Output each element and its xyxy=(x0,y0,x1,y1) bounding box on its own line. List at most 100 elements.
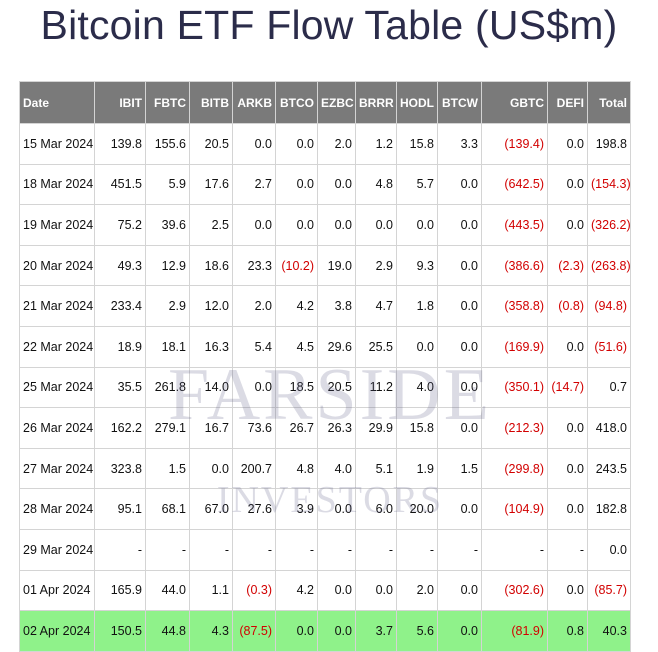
cell-arkb: 0.0 xyxy=(232,366,276,409)
cell-defi: 0.0 xyxy=(547,123,588,165)
column-header-date[interactable]: Date xyxy=(19,81,95,124)
cell-bitb: 16.3 xyxy=(189,325,233,368)
column-header-btcw[interactable]: BTCW xyxy=(437,81,482,124)
cell-brrr: 6.0 xyxy=(355,488,397,530)
column-header-arkb[interactable]: ARKB xyxy=(232,81,276,124)
cell-brrr: 4.8 xyxy=(355,163,397,206)
cell-gbtc: (443.5) xyxy=(481,204,548,246)
cell-fbtc: 12.9 xyxy=(145,244,190,287)
cell-hodl: 15.8 xyxy=(396,407,438,449)
cell-bitb: 20.5 xyxy=(189,123,233,165)
column-header-fbtc[interactable]: FBTC xyxy=(145,81,190,124)
cell-date: 19 Mar 2024 xyxy=(19,204,95,246)
cell-btcw: 0.0 xyxy=(437,407,482,449)
cell-arkb: 200.7 xyxy=(232,447,276,490)
cell-gbtc: (212.3) xyxy=(481,407,548,449)
cell-btcw: - xyxy=(437,528,482,571)
cell-btcw: 0.0 xyxy=(437,488,482,530)
cell-btco: 4.5 xyxy=(275,325,318,368)
cell-btco: - xyxy=(275,528,318,571)
cell-bitb: 1.1 xyxy=(189,569,233,612)
cell-btcw: 0.0 xyxy=(437,569,482,612)
cell-date: 21 Mar 2024 xyxy=(19,285,95,327)
table-row: 18 Mar 2024 451.5 5.9 17.6 2.7 0.0 0.0 4.8 5.7 0.… xyxy=(19,163,631,206)
cell-ezbc: 0.0 xyxy=(317,569,356,612)
table-row: 21 Mar 2024 233.4 2.9 12.0 2.0 4.2 3.8 4.7 1.8 0.… xyxy=(19,285,631,327)
cell-ibit: 165.9 xyxy=(94,569,146,612)
cell-total: (154.3) xyxy=(587,163,631,206)
cell-btcw: 0.0 xyxy=(437,163,482,206)
cell-brrr: 2.9 xyxy=(355,244,397,287)
table-row: 15 Mar 2024 139.8 155.6 20.5 0.0 0.0 2.0 1.2 15.… xyxy=(19,123,631,165)
cell-arkb: (0.3) xyxy=(232,569,276,612)
cell-ezbc: 0.0 xyxy=(317,488,356,530)
cell-fbtc: 18.1 xyxy=(145,325,190,368)
cell-date: 26 Mar 2024 xyxy=(19,407,95,449)
cell-fbtc: 68.1 xyxy=(145,488,190,530)
cell-defi: 0.0 xyxy=(547,325,588,368)
cell-ezbc: 19.0 xyxy=(317,244,356,287)
column-header-ezbc[interactable]: EZBC xyxy=(317,81,356,124)
column-header-defi[interactable]: DEFI xyxy=(547,81,588,124)
cell-brrr: 3.7 xyxy=(355,610,397,652)
cell-total: (326.2) xyxy=(587,204,631,246)
cell-arkb: 2.7 xyxy=(232,163,276,206)
table-row: 22 Mar 2024 18.9 18.1 16.3 5.4 4.5 29.6 25.5 0.0… xyxy=(19,325,631,368)
cell-fbtc: 39.6 xyxy=(145,204,190,246)
cell-bitb: 0.0 xyxy=(189,447,233,490)
cell-ezbc: 2.0 xyxy=(317,123,356,165)
column-header-ibit[interactable]: IBIT xyxy=(94,81,146,124)
cell-btco: 26.7 xyxy=(275,407,318,449)
cell-btco: 0.0 xyxy=(275,163,318,206)
cell-arkb: 27.6 xyxy=(232,488,276,530)
column-header-hodl[interactable]: HODL xyxy=(396,81,438,124)
cell-hodl: 1.9 xyxy=(396,447,438,490)
table-row: 02 Apr 2024 150.5 44.8 4.3 (87.5) 0.0 0.0 3.7 5.… xyxy=(19,610,631,652)
cell-gbtc: (386.6) xyxy=(481,244,548,287)
cell-brrr: 29.9 xyxy=(355,407,397,449)
column-header-bitb[interactable]: BITB xyxy=(189,81,233,124)
cell-total: 0.7 xyxy=(587,366,631,409)
table-row: 25 Mar 2024 35.5 261.8 14.0 0.0 18.5 20.5 11.2 4… xyxy=(19,366,631,409)
cell-bitb: 12.0 xyxy=(189,285,233,327)
cell-hodl: 2.0 xyxy=(396,569,438,612)
cell-gbtc: (358.8) xyxy=(481,285,548,327)
cell-fbtc: - xyxy=(145,528,190,571)
cell-hodl: 20.0 xyxy=(396,488,438,530)
cell-total: 40.3 xyxy=(587,610,631,652)
cell-total: 243.5 xyxy=(587,447,631,490)
column-header-gbtc[interactable]: GBTC xyxy=(481,81,548,124)
cell-btcw: 0.0 xyxy=(437,325,482,368)
cell-date: 15 Mar 2024 xyxy=(19,123,95,165)
table-header-row: Date IBIT FBTC BITB ARKB BTCO EZBC BRRR … xyxy=(19,81,631,124)
cell-hodl: 4.0 xyxy=(396,366,438,409)
cell-btco: 4.2 xyxy=(275,569,318,612)
column-header-brrr[interactable]: BRRR xyxy=(355,81,397,124)
cell-gbtc: (299.8) xyxy=(481,447,548,490)
cell-ibit: 323.8 xyxy=(94,447,146,490)
cell-btco: (10.2) xyxy=(275,244,318,287)
cell-ezbc: 0.0 xyxy=(317,204,356,246)
column-header-total[interactable]: Total xyxy=(587,81,631,124)
cell-btcw: 0.0 xyxy=(437,610,482,652)
cell-ezbc: 20.5 xyxy=(317,366,356,409)
etf-flow-table: Date IBIT FBTC BITB ARKB BTCO EZBC BRRR … xyxy=(19,81,631,652)
cell-date: 27 Mar 2024 xyxy=(19,447,95,490)
cell-btco: 0.0 xyxy=(275,610,318,652)
cell-date: 25 Mar 2024 xyxy=(19,366,95,409)
column-header-btco[interactable]: BTCO xyxy=(275,81,318,124)
cell-total: (51.6) xyxy=(587,325,631,368)
cell-btco: 4.2 xyxy=(275,285,318,327)
cell-date: 01 Apr 2024 xyxy=(19,569,95,612)
cell-btco: 0.0 xyxy=(275,204,318,246)
cell-ibit: - xyxy=(94,528,146,571)
cell-brrr: - xyxy=(355,528,397,571)
cell-ibit: 18.9 xyxy=(94,325,146,368)
cell-btco: 0.0 xyxy=(275,123,318,165)
cell-total: 182.8 xyxy=(587,488,631,530)
cell-date: 29 Mar 2024 xyxy=(19,528,95,571)
cell-btcw: 0.0 xyxy=(437,244,482,287)
cell-date: 02 Apr 2024 xyxy=(19,610,95,652)
cell-ezbc: 29.6 xyxy=(317,325,356,368)
cell-arkb: 23.3 xyxy=(232,244,276,287)
